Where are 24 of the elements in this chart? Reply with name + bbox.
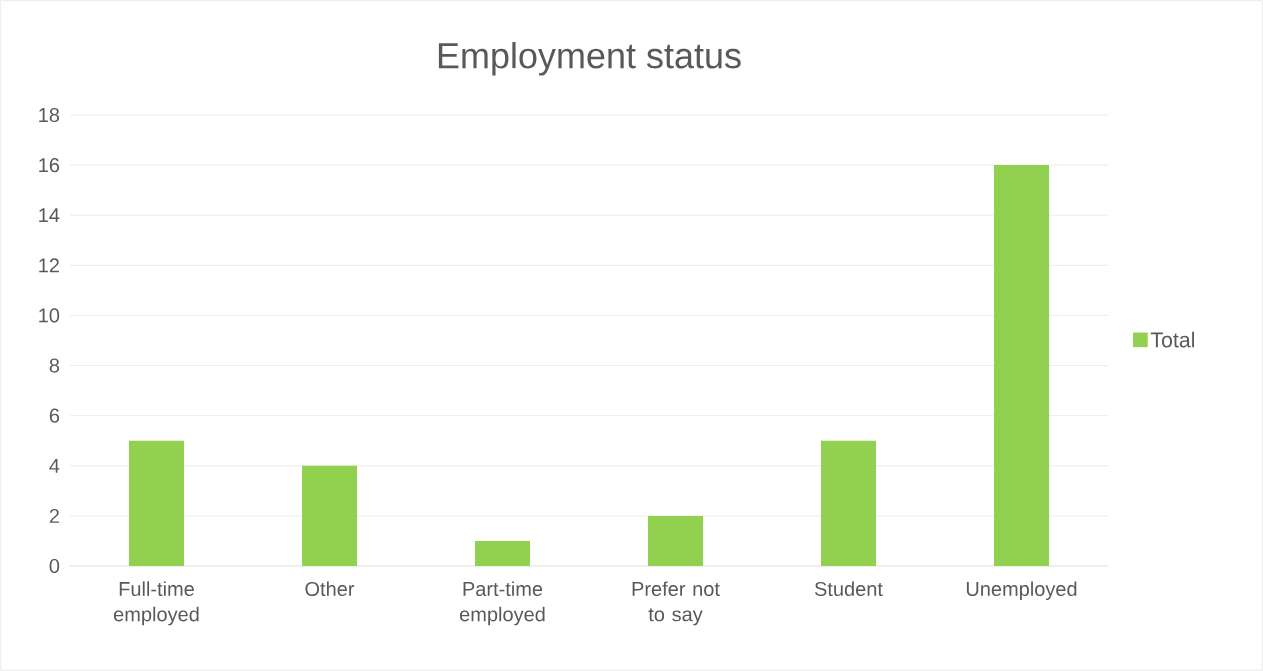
- chart-title: Employment status: [438, 42, 741, 76]
- y-tick-label: 8: [49, 358, 60, 373]
- bar: [994, 165, 1049, 566]
- y-tick-label: 4: [49, 458, 60, 473]
- x-tick-label: Prefer not to say: [632, 581, 720, 626]
- bar: [129, 440, 184, 566]
- y-tick-label: 18: [39, 107, 60, 123]
- bar: [475, 540, 530, 566]
- y-tick-label: 10: [39, 308, 60, 323]
- y-tick-label: 12: [39, 258, 59, 273]
- x-tick-label: Unemployed: [966, 581, 1077, 601]
- bar: [302, 465, 357, 566]
- x-tick-label: Other: [305, 581, 355, 597]
- legend-label: Total: [1150, 331, 1195, 348]
- y-tick-label: 0: [49, 558, 60, 574]
- bar: [648, 515, 703, 566]
- bar: [821, 440, 876, 566]
- y-tick-label: 2: [49, 508, 59, 523]
- x-tick-label: Part-time employed: [460, 581, 545, 626]
- x-tick-label: Student: [814, 581, 883, 597]
- y-tick-label: 16: [39, 158, 60, 173]
- x-tick-label: Full-time employed: [114, 581, 199, 626]
- y-tick-label: 14: [39, 208, 60, 223]
- y-tick-label: 6: [49, 408, 60, 423]
